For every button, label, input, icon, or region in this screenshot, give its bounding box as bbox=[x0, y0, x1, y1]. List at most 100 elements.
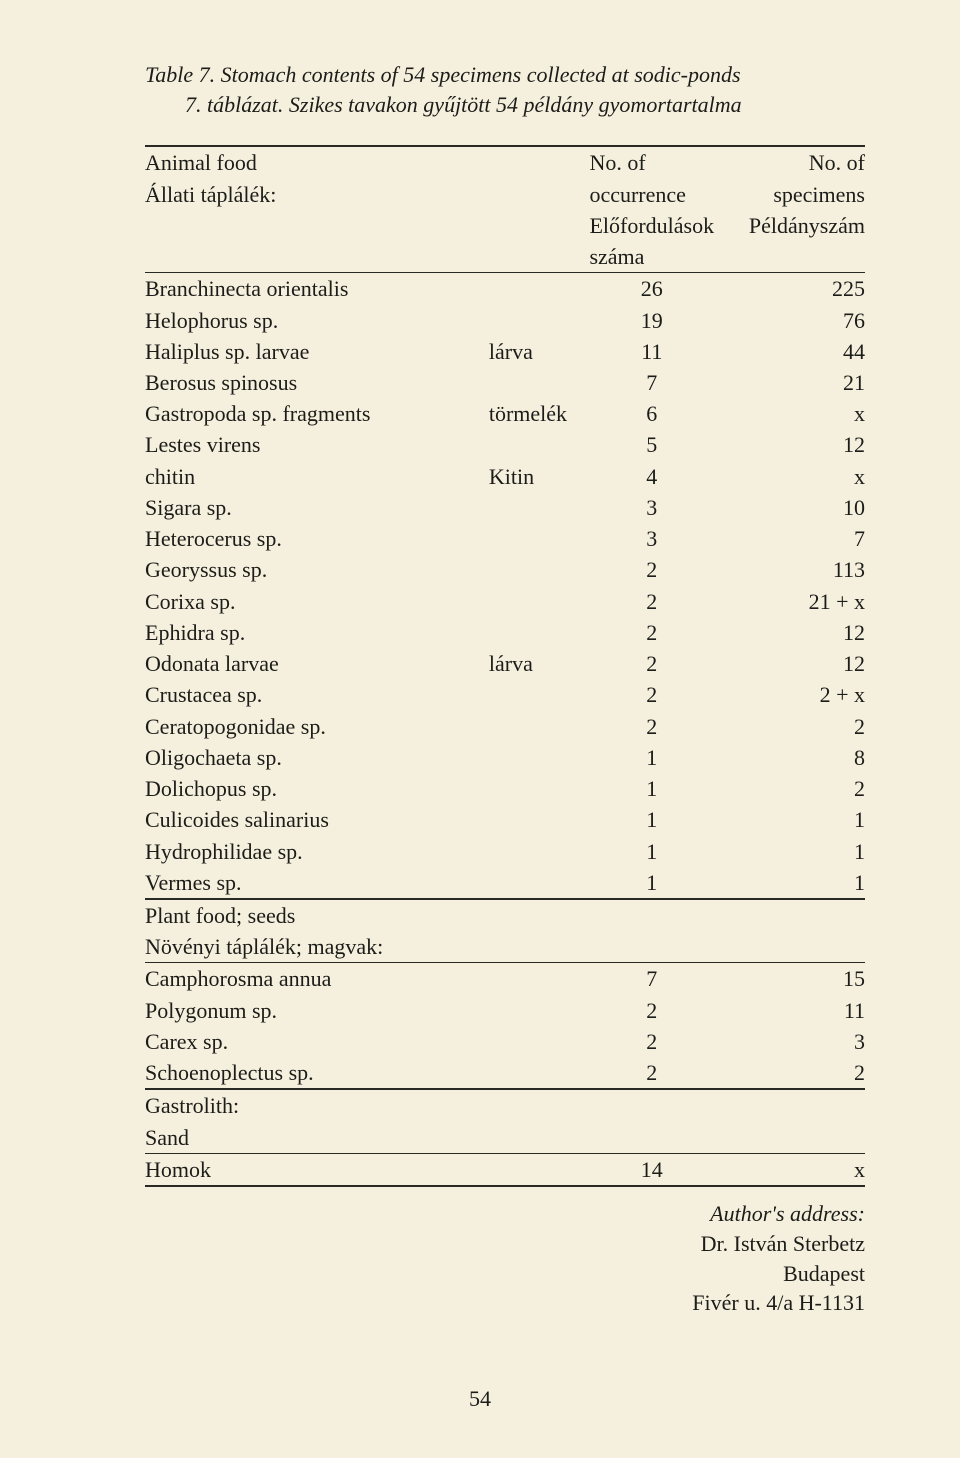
cell-name: Camphorosma annua bbox=[145, 963, 489, 995]
table-row: Odonata larvaelárva212 bbox=[145, 648, 865, 679]
cell-specimens: 12 bbox=[714, 617, 865, 648]
cell-hungarian bbox=[489, 492, 590, 523]
cell-hungarian bbox=[489, 617, 590, 648]
author-name: Dr. István Sterbetz bbox=[701, 1231, 865, 1256]
gastrolith-en: Gastrolith: bbox=[145, 1093, 239, 1118]
table-row: Camphorosma annua 715 bbox=[145, 963, 865, 995]
cell-occurrence: 1 bbox=[589, 742, 714, 773]
plant-food-en: Plant food; seeds bbox=[145, 903, 295, 928]
cell-name: Culicoides salinarius bbox=[145, 804, 489, 835]
cell-name: Lestes virens bbox=[145, 429, 489, 460]
gastrolith-body: Homok14x bbox=[145, 1153, 865, 1186]
table-row: Dolichopus sp.12 bbox=[145, 773, 865, 804]
table-row: Sigara sp.310 bbox=[145, 492, 865, 523]
cell-occurrence: 4 bbox=[589, 461, 714, 492]
cell-hungarian bbox=[489, 305, 590, 336]
cell-occurrence: 2 bbox=[589, 1057, 714, 1089]
header-specimens-en: No. of specimens bbox=[773, 150, 865, 206]
cell-occurrence: 1 bbox=[589, 836, 714, 867]
cell-occurrence: 2 bbox=[589, 617, 714, 648]
table-row: Gastropoda sp. fragmentstörmelék6x bbox=[145, 398, 865, 429]
cell-hungarian bbox=[489, 867, 590, 899]
cell-name: Dolichopus sp. bbox=[145, 773, 489, 804]
cell-occurrence: 5 bbox=[589, 429, 714, 460]
cell-name: Gastropoda sp. fragments bbox=[145, 398, 489, 429]
table-row: Hydrophilidae sp.11 bbox=[145, 836, 865, 867]
cell-specimens: 8 bbox=[714, 742, 865, 773]
page-number: 54 bbox=[0, 1386, 960, 1412]
cell-specimens: 3 bbox=[714, 1026, 865, 1057]
table-caption: Table 7. Stomach contents of 54 specimen… bbox=[145, 60, 865, 119]
cell-hungarian bbox=[489, 1153, 590, 1186]
cell-specimens: 1 bbox=[714, 867, 865, 899]
cell-occurrence: 7 bbox=[589, 367, 714, 398]
table-row: Crustacea sp.22 + x bbox=[145, 679, 865, 710]
cell-hungarian bbox=[489, 523, 590, 554]
cell-occurrence: 7 bbox=[589, 963, 714, 995]
plant-food-header: Plant food; seeds Növényi táplálék; magv… bbox=[145, 899, 865, 963]
table-7: Animal food Állati táplálék: No. of occu… bbox=[145, 145, 865, 1187]
cell-name: Carex sp. bbox=[145, 1026, 489, 1057]
header-animal-food-hu: Állati táplálék: bbox=[145, 182, 276, 207]
table-row: Homok14x bbox=[145, 1153, 865, 1186]
table-row: Polygonum sp.211 bbox=[145, 995, 865, 1026]
cell-specimens: 12 bbox=[714, 648, 865, 679]
page: Table 7. Stomach contents of 54 specimen… bbox=[0, 0, 960, 1458]
plant-food-body: Camphorosma annua 715Polygonum sp.211Care… bbox=[145, 963, 865, 1089]
header-animal-food-en: Animal food bbox=[145, 150, 257, 175]
author-street: Fivér u. 4/a H-1131 bbox=[692, 1290, 865, 1315]
cell-specimens: 2 bbox=[714, 773, 865, 804]
cell-occurrence: 2 bbox=[589, 679, 714, 710]
cell-specimens: 7 bbox=[714, 523, 865, 554]
cell-occurrence: 6 bbox=[589, 398, 714, 429]
cell-hungarian: Kitin bbox=[489, 461, 590, 492]
cell-occurrence: 11 bbox=[589, 336, 714, 367]
cell-specimens: 12 bbox=[714, 429, 865, 460]
table-row: Vermes sp.11 bbox=[145, 867, 865, 899]
cell-specimens: 2 bbox=[714, 711, 865, 742]
cell-specimens: 2 + x bbox=[714, 679, 865, 710]
table-row: Schoenoplectus sp.22 bbox=[145, 1057, 865, 1089]
cell-specimens: 21 bbox=[714, 367, 865, 398]
cell-occurrence: 19 bbox=[589, 305, 714, 336]
caption-line-1: Table 7. Stomach contents of 54 specimen… bbox=[145, 60, 865, 90]
cell-specimens: x bbox=[714, 398, 865, 429]
cell-specimens: 1 bbox=[714, 804, 865, 835]
cell-name: Odonata larvae bbox=[145, 648, 489, 679]
cell-hungarian bbox=[489, 804, 590, 835]
cell-specimens: 21 + x bbox=[714, 586, 865, 617]
author-city: Budapest bbox=[783, 1261, 865, 1286]
cell-specimens: x bbox=[714, 1153, 865, 1186]
header-occurrence-hu: Előfordulások száma bbox=[589, 213, 714, 269]
cell-name: Haliplus sp. larvae bbox=[145, 336, 489, 367]
cell-hungarian bbox=[489, 836, 590, 867]
cell-hungarian bbox=[489, 273, 590, 305]
table-row: Berosus spinosus721 bbox=[145, 367, 865, 398]
table-row: Ceratopogonidae sp.22 bbox=[145, 711, 865, 742]
cell-specimens: 113 bbox=[714, 554, 865, 585]
table-row: Oligochaeta sp.18 bbox=[145, 742, 865, 773]
cell-hungarian bbox=[489, 742, 590, 773]
cell-name: Schoenoplectus sp. bbox=[145, 1057, 489, 1089]
gastrolith-hu: Sand bbox=[145, 1125, 189, 1150]
cell-specimens: 44 bbox=[714, 336, 865, 367]
cell-name: Hydrophilidae sp. bbox=[145, 836, 489, 867]
gastrolith-header: Gastrolith: Sand bbox=[145, 1089, 865, 1153]
table-row: Corixa sp.221 + x bbox=[145, 586, 865, 617]
table-row: Heterocerus sp.37 bbox=[145, 523, 865, 554]
cell-hungarian: lárva bbox=[489, 336, 590, 367]
cell-occurrence: 3 bbox=[589, 492, 714, 523]
cell-hungarian bbox=[489, 963, 590, 995]
cell-specimens: 15 bbox=[714, 963, 865, 995]
cell-hungarian bbox=[489, 554, 590, 585]
cell-hungarian bbox=[489, 1026, 590, 1057]
table-row: chitinKitin4x bbox=[145, 461, 865, 492]
cell-occurrence: 2 bbox=[589, 711, 714, 742]
table-row: Lestes virens 512 bbox=[145, 429, 865, 460]
cell-occurrence: 3 bbox=[589, 523, 714, 554]
author-address: Author's address: Dr. István Sterbetz Bu… bbox=[692, 1199, 865, 1318]
cell-occurrence: 2 bbox=[589, 586, 714, 617]
table-row: Branchinecta orientalis26225 bbox=[145, 273, 865, 305]
cell-occurrence: 2 bbox=[589, 648, 714, 679]
cell-hungarian: törmelék bbox=[489, 398, 590, 429]
